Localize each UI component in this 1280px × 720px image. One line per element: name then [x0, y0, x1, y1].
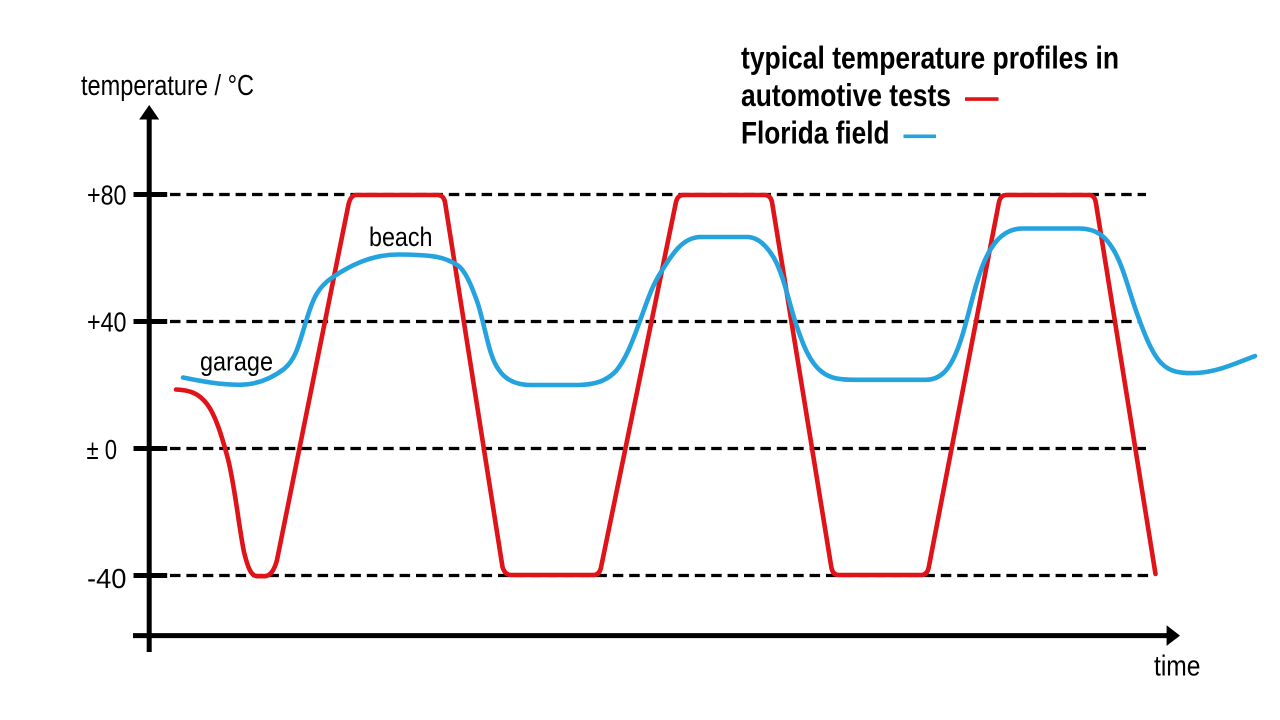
svg-text:+80: +80 — [87, 179, 127, 210]
svg-text:± 0: ± 0 — [87, 434, 118, 465]
svg-text:typical temperature profiles i: typical temperature profiles in — [741, 40, 1119, 76]
svg-text:beach: beach — [369, 222, 433, 252]
svg-text:-40: -40 — [87, 563, 127, 594]
svg-text:time: time — [1154, 651, 1201, 683]
svg-text:garage: garage — [200, 346, 273, 376]
svg-text:automotive tests: automotive tests — [741, 77, 951, 113]
svg-text:Florida field: Florida field — [741, 115, 890, 151]
svg-text:+40: +40 — [87, 306, 127, 337]
svg-text:temperature / °C: temperature / °C — [81, 70, 254, 102]
